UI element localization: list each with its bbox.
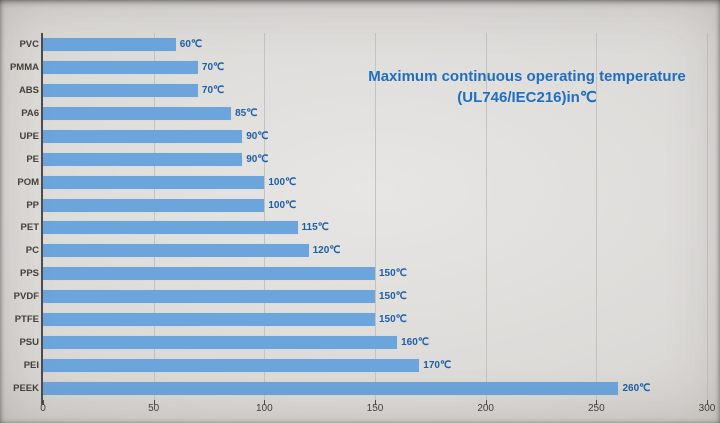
value-label: 150℃ xyxy=(379,291,407,303)
category-label: PET xyxy=(20,222,39,234)
category-label: PC xyxy=(25,245,39,257)
bar xyxy=(43,175,265,189)
bar-row: 100℃ xyxy=(43,194,707,217)
category-label: PE xyxy=(26,153,39,165)
bar xyxy=(43,37,176,51)
value-label: 90℃ xyxy=(246,153,269,165)
value-label: 70℃ xyxy=(201,61,225,73)
value-label: 260℃ xyxy=(622,383,651,395)
value-label: 160℃ xyxy=(401,337,430,349)
tick-mark xyxy=(43,400,44,405)
chart-title: Maximum continuous operating temperature… xyxy=(346,66,708,108)
bar-row: 260℃ xyxy=(43,377,707,400)
category-label: PMMA xyxy=(9,61,39,73)
category-label: PSU xyxy=(19,337,39,349)
tick-mark xyxy=(153,400,155,405)
bar xyxy=(43,382,619,396)
x-axis-tick-label: 200 xyxy=(477,403,494,414)
bar-row: 100℃ xyxy=(43,171,707,194)
bar-rows: 60℃ 70℃ 70℃ 85℃ 90℃ 90℃ 100℃ 100℃ 115℃ 120℃ 150℃ 15… xyxy=(43,33,707,400)
bar xyxy=(43,267,375,281)
value-label: 90℃ xyxy=(246,130,269,142)
value-label: 150℃ xyxy=(379,314,407,326)
value-label: 85℃ xyxy=(235,107,258,119)
tick-mark xyxy=(596,400,598,405)
category-label: PVC xyxy=(19,38,39,50)
x-axis-tick-label: 100 xyxy=(255,403,273,414)
category-label: PVDF xyxy=(13,291,39,303)
value-label: 120℃ xyxy=(312,245,341,257)
category-label: PEI xyxy=(23,360,39,372)
bar xyxy=(43,359,420,373)
bar-row: 150℃ xyxy=(43,308,707,331)
gridline xyxy=(707,33,708,400)
category-label: PPS xyxy=(19,268,39,280)
bar xyxy=(43,106,232,120)
category-label: PEEK xyxy=(13,383,39,395)
bar-row: 160℃ xyxy=(43,331,707,354)
tick-mark xyxy=(375,400,376,405)
value-label: 150℃ xyxy=(379,268,407,280)
bar-row: 60℃ xyxy=(43,33,707,56)
x-axis: 0 50 100 150 200 250 300 xyxy=(40,403,715,417)
category-label: ABS xyxy=(18,84,39,96)
bar-row: 115℃ xyxy=(43,217,707,240)
gridline xyxy=(264,33,266,400)
chart-title-line-2: (UL746/IEC216)in℃ xyxy=(457,89,597,106)
category-label: PA6 xyxy=(21,107,39,119)
bar-row: 90℃ xyxy=(43,148,707,171)
bar xyxy=(43,336,398,350)
bar-row: 85℃ xyxy=(43,102,707,125)
category-label: POM xyxy=(17,176,39,188)
value-label: 70℃ xyxy=(201,84,225,96)
bar xyxy=(43,290,375,304)
x-axis-tick-label: 150 xyxy=(366,403,384,414)
bar-row: 170℃ xyxy=(43,354,707,377)
tick-mark xyxy=(485,400,487,405)
bar xyxy=(43,313,375,327)
gridline xyxy=(485,33,487,400)
plot-area: 60℃ 70℃ 70℃ 85℃ 90℃ 90℃ 100℃ 100℃ 115℃ 120℃ 150℃ 15… xyxy=(43,33,708,405)
bar xyxy=(43,129,243,143)
x-axis-tick-label: 0 xyxy=(40,403,46,414)
value-label: 170℃ xyxy=(423,360,452,372)
category-axis: PVC PMMA ABS PA6 UPE PE POM PP PET PC PPS PVDF PTFE P… xyxy=(0,33,39,400)
category-label: PTFE xyxy=(14,314,39,326)
y-axis-line xyxy=(41,33,43,405)
x-axis-tick-label: 250 xyxy=(587,403,605,414)
bar xyxy=(43,244,309,258)
bar xyxy=(43,83,198,97)
bar-row: 70℃ xyxy=(43,56,707,79)
tick-mark xyxy=(707,400,708,405)
bar-row: 70℃ xyxy=(43,79,707,102)
category-label: PP xyxy=(26,199,39,211)
bar xyxy=(43,198,265,212)
bar xyxy=(43,60,198,74)
bar xyxy=(43,152,243,166)
gridline xyxy=(375,33,376,400)
value-label: 100℃ xyxy=(268,199,297,211)
x-axis-tick-label: 50 xyxy=(148,403,160,414)
value-label: 60℃ xyxy=(179,38,203,50)
x-axis-tick-label: 300 xyxy=(698,403,716,414)
gridline xyxy=(153,33,155,400)
category-label: UPE xyxy=(19,130,39,142)
bar-row: 150℃ xyxy=(43,285,707,308)
value-label: 115℃ xyxy=(301,222,329,234)
bar-row: 120℃ xyxy=(43,239,707,262)
bar-row: 150℃ xyxy=(43,262,707,285)
chart-title-line-1: Maximum continuous operating temperature xyxy=(368,68,686,85)
bar xyxy=(43,221,298,235)
tick-mark xyxy=(264,400,266,405)
value-label: 100℃ xyxy=(268,176,297,188)
gridline xyxy=(596,33,598,400)
bar-row: 90℃ xyxy=(43,125,707,148)
